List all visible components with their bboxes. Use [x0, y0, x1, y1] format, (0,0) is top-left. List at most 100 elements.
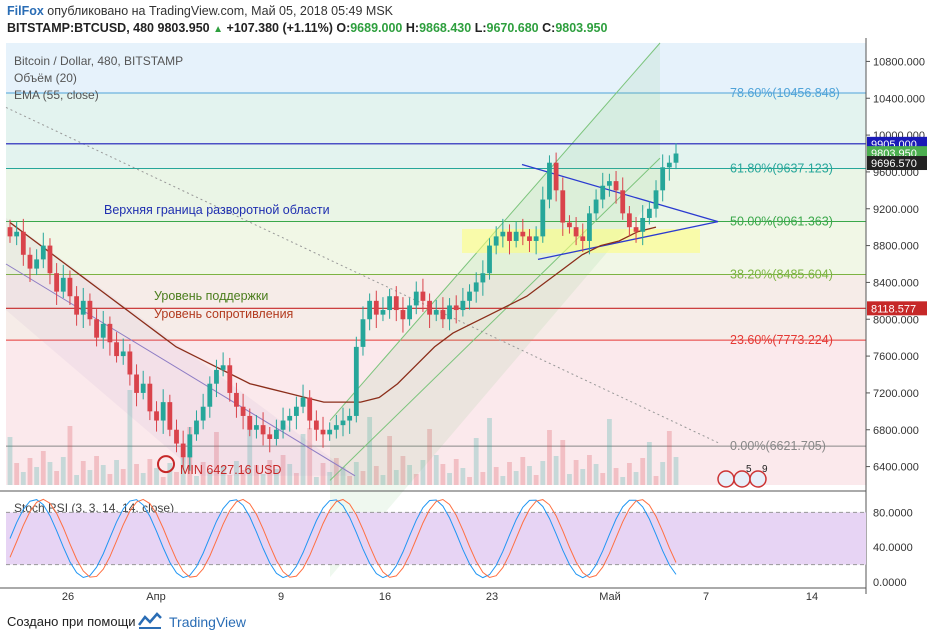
candle-body [134, 374, 139, 393]
down-channel [6, 217, 355, 476]
time-label: 23 [486, 591, 498, 603]
event-flags[interactable]: 5 9 [717, 464, 768, 488]
volume-bar [313, 477, 319, 485]
candle-body [100, 323, 106, 338]
ohlc-line: BITSTAMP:BTCUSD, 480 9803.950 ▲ +107.380… [7, 21, 607, 35]
publish-info: опубликовано на TradingView.com, Май 05,… [47, 4, 394, 18]
volume-bar [660, 462, 666, 485]
volume-bar [367, 417, 373, 485]
stoch-band [6, 512, 866, 565]
chart-header: FilFox опубликовано на TradingView.com, … [0, 0, 937, 38]
volume-bar [613, 468, 619, 485]
volume-bar [533, 475, 539, 485]
candle-body [633, 227, 639, 232]
volume-bar [560, 440, 566, 485]
volume-bar [220, 466, 226, 485]
candle-body [154, 411, 159, 421]
candle-body [480, 273, 486, 283]
author-name[interactable]: FilFox [7, 4, 44, 18]
volume-bar [567, 474, 572, 485]
volume-bar [460, 468, 466, 485]
candle-body [360, 319, 366, 347]
time-label: Май [599, 591, 621, 603]
price-axis[interactable]: 10800.00010400.00010000.0009600.0009200.… [865, 38, 937, 594]
candle-body [433, 310, 439, 315]
candle-body [400, 310, 406, 320]
price-chart[interactable]: 78.60%(10456.848)61.80%(9637.123)50.00%(… [0, 38, 937, 604]
candle-body [94, 319, 99, 338]
up-arrow-icon: ▲ [213, 24, 224, 35]
tradingview-logo-icon[interactable] [137, 611, 163, 631]
fib-label: 78.60%(10456.848) [730, 86, 840, 100]
event-count: 9 [762, 464, 768, 475]
candle-body [527, 236, 532, 241]
candle-body [180, 443, 186, 458]
volume-bar [666, 431, 672, 485]
price-marker [867, 156, 927, 171]
triangle-lower [537, 221, 719, 261]
candle-body [646, 208, 652, 218]
candle-body [214, 369, 219, 384]
volume-bar [467, 477, 472, 485]
volume-bar [480, 472, 486, 485]
stoch-d [9, 498, 677, 579]
candle-body [420, 291, 426, 301]
candle-body [300, 397, 306, 407]
volume-bar [500, 476, 506, 485]
volume-bar [373, 466, 379, 485]
candle-body [640, 217, 646, 232]
candle-body [307, 397, 313, 421]
candle-body [34, 259, 40, 269]
stoch-tick-label: 80.0000 [873, 507, 913, 519]
candle-body [333, 425, 339, 430]
candle-body [473, 282, 479, 292]
volume-bar [646, 442, 652, 485]
volume-bar [513, 471, 519, 485]
candle-body [60, 277, 66, 292]
candle-body [540, 199, 546, 237]
volume-bar [207, 471, 213, 485]
candle-body [220, 365, 226, 370]
candle-body [613, 181, 619, 191]
volume-bar [440, 464, 446, 485]
volume-bar [120, 469, 126, 485]
volume-bar [74, 475, 79, 485]
support-label: Уровень поддержки [154, 289, 268, 303]
candle-body [427, 300, 432, 315]
trend-channel [330, 43, 660, 578]
volume-bar [327, 472, 333, 485]
candle-body [287, 415, 293, 421]
candle-body [194, 420, 199, 435]
candle-body [593, 199, 599, 214]
price-tick-label: 9200.000 [873, 204, 919, 216]
close-label: C: [542, 21, 556, 35]
ema-line [9, 222, 657, 403]
stoch-k [9, 499, 677, 579]
volume-bar [527, 466, 532, 485]
time-axis[interactable]: 26 Апр 9 16 23 Май 7 14 [0, 587, 866, 603]
volume-bar [160, 477, 166, 485]
candle-body [227, 365, 233, 393]
volume-bar [487, 418, 492, 485]
volume-bar [260, 474, 266, 485]
volume-bar [653, 476, 659, 485]
volume-bar [520, 457, 526, 485]
candle-body [626, 213, 632, 228]
candle-body [67, 277, 73, 297]
resistance-label: Уровень сопротивления [154, 307, 293, 321]
price-tick-label: 8800.000 [873, 241, 919, 253]
candle-body [493, 236, 499, 246]
volume-bar [200, 462, 206, 485]
volume-bar [60, 457, 66, 485]
fib-zone [6, 93, 866, 169]
candle-body [587, 213, 592, 241]
fib-label: 50.00%(9061.363) [730, 215, 833, 229]
candle-body [553, 162, 559, 191]
candle-body [127, 351, 133, 375]
candle-body [274, 429, 279, 439]
candle-body [440, 310, 446, 320]
candle-body [500, 231, 506, 237]
publish-line: FilFox опубликовано на TradingView.com, … [7, 4, 393, 18]
tradingview-link[interactable]: TradingView [169, 614, 247, 630]
volume-bar [607, 419, 612, 485]
